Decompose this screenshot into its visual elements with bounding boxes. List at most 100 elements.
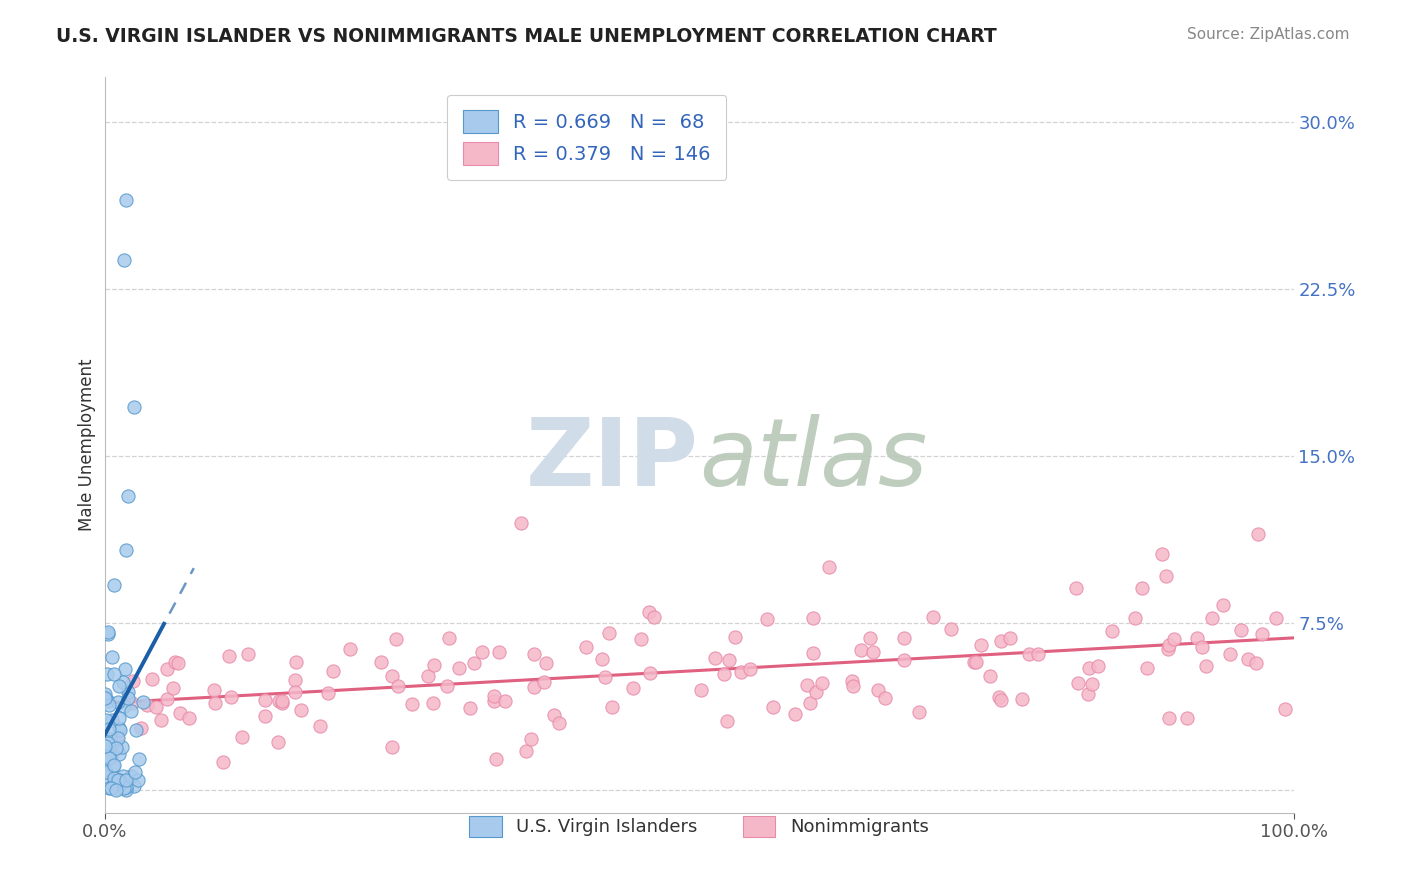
Point (115, 773, 138, 788)
Point (460, 701, 482, 715)
Point (1123, 611, 1146, 625)
Point (101, 758, 124, 772)
Point (107, 772, 129, 787)
Point (485, 752, 508, 766)
Point (1159, 711, 1181, 725)
Point (1163, 632, 1185, 646)
Point (98, 723, 121, 737)
Point (519, 732, 541, 747)
Point (595, 670, 617, 684)
Point (488, 645, 510, 659)
Point (422, 696, 444, 710)
Point (236, 647, 259, 661)
Point (94, 690, 117, 704)
Point (370, 655, 392, 669)
Point (713, 667, 735, 681)
Point (385, 632, 408, 647)
Point (522, 681, 544, 695)
Point (122, 780, 145, 794)
Point (97, 736, 120, 750)
Point (101, 713, 124, 727)
Point (841, 674, 863, 689)
Point (941, 622, 963, 636)
Point (284, 685, 307, 699)
Point (987, 690, 1010, 704)
Point (543, 708, 565, 723)
Point (447, 661, 470, 675)
Point (111, 739, 134, 754)
Point (533, 675, 555, 690)
Point (309, 719, 332, 733)
Point (103, 758, 125, 772)
Point (105, 740, 128, 755)
Point (494, 694, 516, 708)
Point (866, 682, 889, 697)
Point (638, 665, 661, 680)
Point (575, 640, 598, 655)
Point (509, 516, 531, 530)
Point (796, 678, 818, 692)
Point (1154, 569, 1177, 583)
Point (965, 655, 987, 669)
Point (416, 669, 439, 683)
Point (591, 652, 613, 666)
Point (101, 649, 124, 664)
Point (1067, 676, 1090, 690)
Point (738, 662, 761, 676)
Point (156, 691, 179, 706)
Point (1077, 687, 1099, 701)
Point (801, 646, 824, 660)
Point (602, 700, 624, 714)
Point (637, 605, 659, 619)
Point (125, 723, 148, 738)
Point (1064, 581, 1087, 595)
Point (1078, 661, 1101, 675)
Point (893, 631, 915, 645)
Point (179, 711, 201, 725)
Point (107, 772, 129, 787)
Point (1195, 658, 1218, 673)
Point (875, 690, 897, 705)
Point (761, 700, 783, 714)
Point (436, 679, 458, 693)
Point (284, 673, 307, 687)
Point (1136, 661, 1159, 675)
Point (104, 782, 127, 797)
Point (135, 698, 157, 712)
Point (111, 769, 134, 783)
Point (783, 707, 806, 722)
Point (1011, 691, 1033, 706)
Text: atlas: atlas (699, 414, 928, 505)
Point (1018, 647, 1040, 661)
Point (94, 775, 117, 789)
Point (818, 559, 841, 574)
Point (131, 694, 153, 708)
Point (94, 713, 117, 727)
Point (120, 769, 142, 783)
Point (1247, 527, 1270, 541)
Point (94, 691, 117, 706)
Point (643, 609, 665, 624)
Point (471, 645, 494, 659)
Point (851, 643, 873, 657)
Point (108, 747, 131, 762)
Point (1101, 624, 1123, 639)
Point (811, 676, 834, 690)
Point (167, 656, 190, 670)
Point (990, 634, 1012, 648)
Point (97, 627, 120, 641)
Point (112, 699, 135, 714)
Point (112, 253, 135, 268)
Point (842, 679, 865, 693)
Point (202, 682, 225, 697)
Point (1081, 677, 1104, 691)
Point (127, 772, 149, 787)
Point (162, 681, 184, 696)
Point (339, 642, 361, 657)
Point (437, 632, 460, 646)
Point (124, 764, 146, 779)
Point (1201, 611, 1223, 625)
Point (100, 780, 122, 795)
Point (724, 630, 747, 644)
Point (96, 667, 118, 681)
